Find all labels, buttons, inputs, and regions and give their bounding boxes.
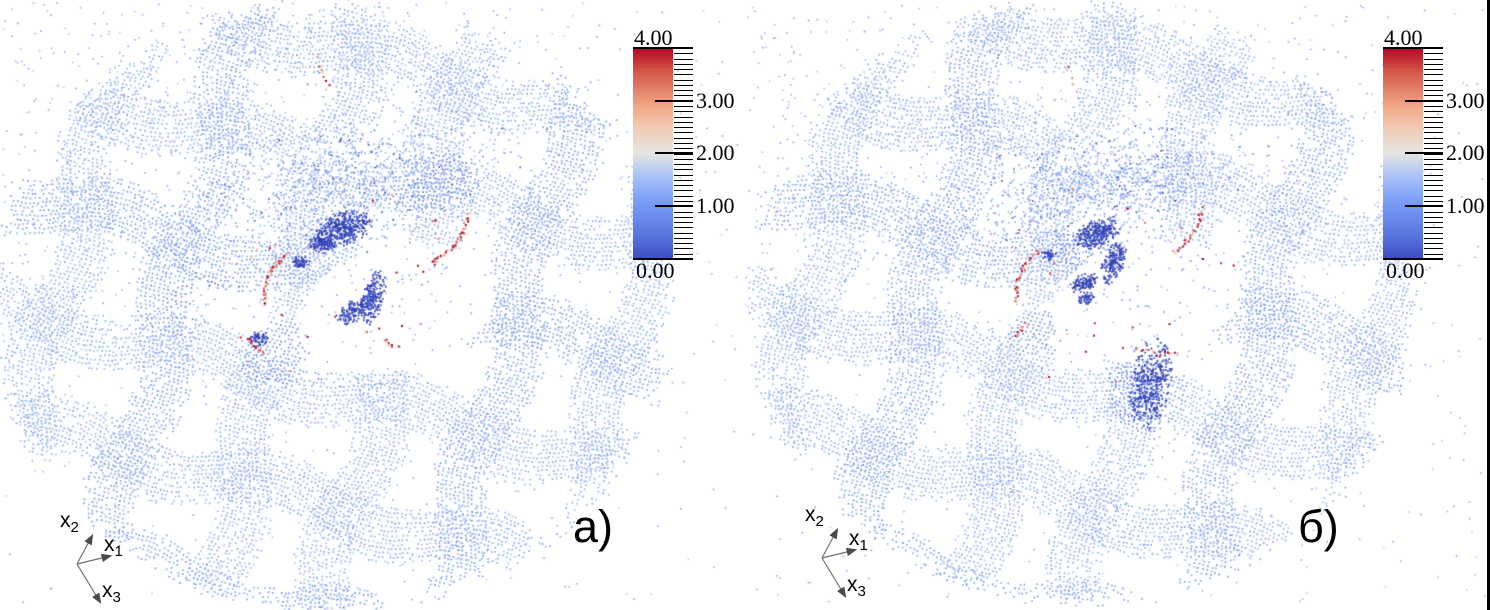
colorbar-a: 4.00 3.00 2.00 1.00 0.00 (633, 27, 753, 283)
axis-label-x2: x2 (805, 503, 824, 531)
panel-b: 4.00 3.00 2.00 1.00 0.00 (745, 0, 1490, 610)
colorbar-max-label: 4.00 (634, 25, 673, 50)
axis-arrow-x3 (76, 563, 102, 605)
panel-a: 4.00 3.00 2.00 1.00 0.00 (0, 0, 745, 610)
colorbar-major-tick-3 (1405, 100, 1443, 102)
axis-label-x3: x3 (102, 579, 121, 607)
colorbar-major-tick-2 (1405, 152, 1443, 154)
axis-arrow-x1 (76, 553, 113, 565)
colorbar-major-tick-2 (655, 152, 693, 154)
axis-triad-b: x2 x1 x3 (763, 492, 895, 606)
colorbar-tick-label-2: 2.00 (1446, 140, 1485, 165)
colorbar-min-label: 0.00 (1386, 258, 1425, 283)
colorbar-tick-label-1: 1.00 (1446, 193, 1485, 218)
axis-arrow-x2 (821, 527, 839, 559)
axis-label-x1: x1 (104, 533, 123, 561)
colorbar-bottom-tick (1383, 258, 1443, 260)
colorbar-major-tick-1 (655, 205, 693, 207)
particle-cloud-a (0, 0, 745, 610)
axis-label-x1: x1 (849, 527, 868, 555)
axis-label-x3: x3 (847, 573, 866, 601)
colorbar-bottom-tick (633, 258, 693, 260)
colorbar-major-tick-1 (1405, 205, 1443, 207)
particle-cloud-b (745, 0, 1490, 610)
figure-right-border (1487, 0, 1490, 610)
colorbar-tick-label-1: 1.00 (696, 193, 735, 218)
colorbar-major-tick-3 (655, 100, 693, 102)
axis-arrow-x3 (821, 557, 847, 599)
axis-arrow-x2 (76, 533, 94, 565)
colorbar-minor-ticks (1424, 48, 1443, 260)
axis-arrows (76, 533, 113, 605)
panel-label-b: б) (1298, 501, 1339, 552)
colorbar-tick-label-2: 2.00 (696, 140, 735, 165)
colorbar-top-tick (1383, 47, 1443, 49)
colorbar-tick-label-3: 3.00 (1446, 88, 1485, 113)
panel-label-a: а) (573, 501, 614, 552)
colorbar-min-label: 0.00 (636, 258, 675, 283)
axis-arrows (821, 527, 858, 599)
axis-triad-a: x2 x1 x3 (18, 498, 150, 610)
colorbar-b: 4.00 3.00 2.00 1.00 0.00 (1383, 27, 1490, 283)
axis-label-x2: x2 (60, 509, 79, 537)
colorbar-tick-label-3: 3.00 (696, 88, 735, 113)
axis-arrow-x1 (821, 547, 858, 559)
colorbar-top-tick (633, 47, 693, 49)
colorbar-max-label: 4.00 (1384, 25, 1423, 50)
